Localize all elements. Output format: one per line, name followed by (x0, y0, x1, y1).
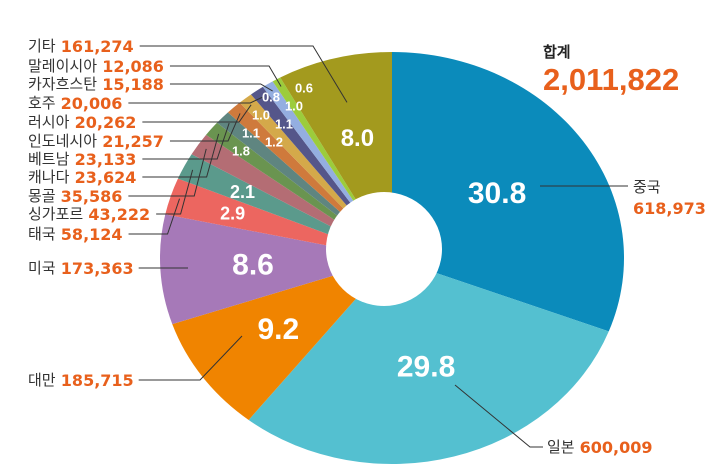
percent-label: 1.0 (285, 99, 303, 114)
percent-label: 1.1 (275, 117, 293, 132)
label-13: 말레이시아 12,086 (28, 57, 164, 76)
country-value: 43,222 (88, 205, 150, 224)
country-value: 600,009 (580, 438, 653, 457)
leader-line (169, 83, 273, 92)
percent-label: 29.8 (397, 351, 455, 384)
percent-label: 2.9 (220, 203, 245, 223)
country-name: 미국 (28, 259, 56, 277)
label-0: 중국 618,973 (633, 178, 706, 218)
leader-line (169, 113, 241, 142)
label-1: 일본 600,009 (547, 438, 652, 457)
label-6: 몽골 35,586 (28, 187, 122, 206)
country-name: 대만 (28, 371, 56, 389)
percent-label: 30.8 (468, 177, 526, 210)
country-value: 161,274 (61, 37, 134, 56)
slice-2 (172, 258, 392, 420)
percent-label: 2.1 (230, 182, 255, 202)
country-value: 21,257 (102, 132, 164, 151)
label-10: 러시아 20,262 (28, 113, 136, 132)
leader-line (128, 198, 181, 235)
slice-3 (159, 214, 392, 325)
country-value: 12,086 (102, 57, 164, 76)
country-value: 618,973 (633, 199, 706, 218)
slice-0 (392, 52, 624, 332)
label-4: 태국 58,124 (28, 225, 123, 244)
leader-line (139, 45, 348, 103)
country-value: 23,624 (75, 168, 137, 187)
country-name: 러시아 (28, 113, 70, 131)
total-label: 합계 (543, 43, 571, 61)
country-value: 20,262 (75, 113, 137, 132)
leader-line (128, 148, 207, 197)
leader-line (142, 104, 252, 123)
country-value: 23,133 (75, 150, 137, 169)
total-value: 2,011,822 (543, 62, 679, 97)
country-value: 35,586 (61, 187, 123, 206)
country-name: 인도네시아 (28, 132, 97, 150)
label-11: 호주 20,006 (28, 94, 122, 113)
country-name: 기타 (28, 37, 56, 55)
country-name: 말레이시아 (28, 57, 97, 75)
country-name: 중국 (633, 178, 661, 196)
country-name: 태국 (28, 225, 56, 243)
label-3: 미국 173,363 (28, 259, 134, 278)
percent-label: 1.2 (265, 135, 283, 150)
label-14: 기타 161,274 (28, 37, 134, 56)
leader-line (454, 384, 543, 448)
country-value: 185,715 (61, 371, 134, 390)
country-name: 몽골 (28, 187, 56, 205)
slice-1 (248, 258, 609, 465)
percent-label: 8.0 (341, 125, 374, 152)
country-value: 173,363 (61, 259, 134, 278)
country-name: 카자흐스탄 (28, 75, 97, 93)
donut-hole (326, 192, 442, 306)
leader-line (169, 65, 282, 87)
percent-label: 8.6 (232, 248, 274, 281)
country-name: 캐나다 (28, 168, 70, 186)
country-value: 58,124 (61, 225, 123, 244)
country-name: 싱가포르 (28, 205, 83, 223)
leader-line (142, 122, 230, 160)
label-7: 캐나다 23,624 (28, 168, 136, 187)
leader-line (128, 96, 263, 104)
country-value: 20,006 (61, 94, 123, 113)
leader-line (156, 169, 194, 215)
percent-label: 0.8 (262, 90, 280, 105)
leader-line (138, 335, 243, 381)
label-5: 싱가포르 43,222 (28, 205, 150, 224)
percent-label: 1.0 (252, 108, 270, 123)
country-name: 베트남 (28, 150, 70, 168)
country-name: 호주 (28, 94, 56, 112)
percent-label: 0.6 (295, 81, 313, 96)
country-name: 일본 (547, 438, 575, 456)
percent-label: 1.8 (232, 144, 250, 159)
leader-lines (128, 45, 628, 448)
label-2: 대만 185,715 (28, 371, 134, 390)
label-12: 카자흐스탄 15,188 (28, 75, 164, 94)
label-9: 인도네시아 21,257 (28, 132, 164, 151)
percent-label: 9.2 (258, 313, 300, 346)
percent-label: 1.1 (242, 126, 260, 141)
country-value: 15,188 (102, 75, 164, 94)
percent-labels: 30.8 29.8 9.2 8.6 2.92.1 1.8 1.2 1.1 1.1 1.0 1.0 0.… (220, 81, 526, 384)
label-8: 베트남 23,133 (28, 150, 136, 169)
leader-line (142, 133, 220, 178)
